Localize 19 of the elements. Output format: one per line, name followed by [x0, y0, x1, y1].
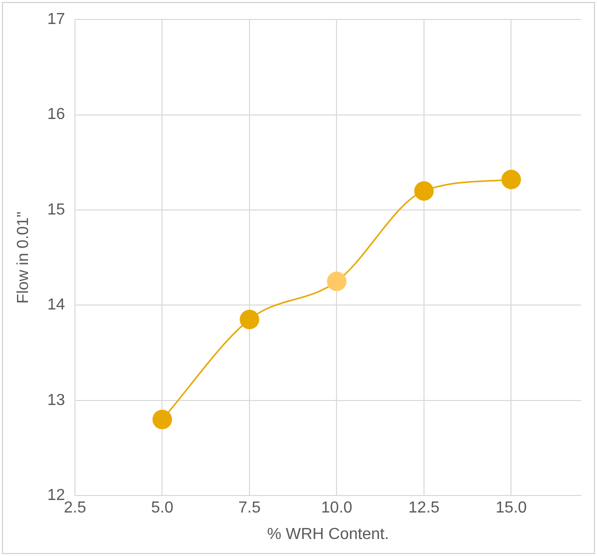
y-tick-label: 13 [47, 392, 66, 409]
x-tick-label: 2.5 [64, 500, 86, 517]
point [152, 410, 172, 430]
y-tick-label: 17 [47, 11, 66, 28]
y-tick-label: 12 [47, 487, 66, 504]
x-tick-label: 15.0 [496, 500, 527, 517]
x-tick-label: 10.0 [321, 500, 352, 517]
x-tick-label: 12.5 [408, 500, 440, 517]
y-tick-label: 16 [47, 106, 66, 124]
y-axis-title: Flow in 0.01" [15, 212, 32, 304]
point [326, 272, 346, 292]
y-tick-label: 15 [47, 201, 66, 218]
y-tick-label: 14 [47, 296, 66, 314]
x-tick-label: 7.5 [238, 500, 261, 517]
x-axis-title: % WRH Content. [267, 526, 389, 543]
point [240, 310, 260, 330]
point [414, 181, 434, 201]
point [501, 170, 521, 190]
x-tick-label: 5.0 [151, 500, 174, 517]
